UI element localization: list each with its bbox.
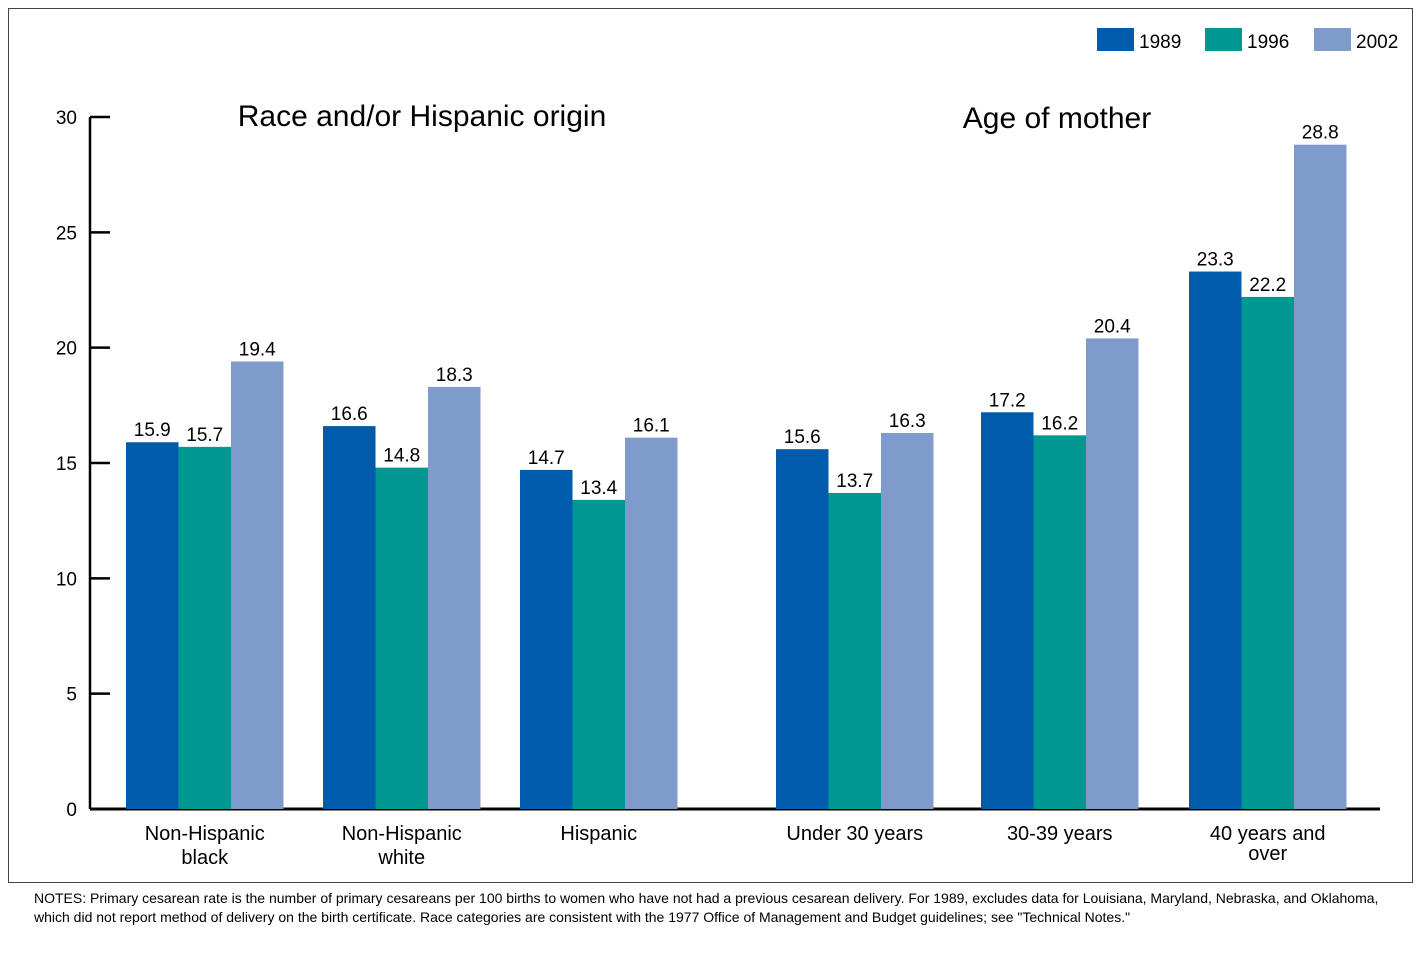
category-label-5: 30-39 years bbox=[1007, 823, 1113, 845]
data-label-2002-cat5: 20.4 bbox=[1094, 316, 1131, 337]
data-label-2002-cat4: 16.3 bbox=[889, 411, 926, 432]
bar-1996-cat3 bbox=[572, 499, 625, 809]
category-label-4: Under 30 years bbox=[786, 823, 923, 845]
bar-1996-cat5 bbox=[1033, 435, 1086, 809]
data-label-2002-cat3: 16.1 bbox=[633, 416, 670, 437]
data-label-1989-cat3: 14.7 bbox=[528, 448, 565, 469]
bar-1996-cat4 bbox=[828, 492, 881, 809]
y-tick-label-15: 15 bbox=[56, 454, 77, 475]
bar-1989-cat1 bbox=[126, 442, 179, 809]
category-label-3: Hispanic bbox=[560, 823, 637, 845]
bar-2002-cat1 bbox=[231, 361, 284, 809]
legend-swatch-1989 bbox=[1097, 28, 1134, 51]
chart-notes: NOTES: Primary cesarean rate is the numb… bbox=[34, 890, 1379, 925]
group-heading-1: Race and/or Hispanic origin bbox=[238, 100, 607, 133]
bar-1989-cat6 bbox=[1189, 271, 1242, 810]
bar-1989-cat4 bbox=[776, 449, 829, 809]
data-label-1989-cat4: 15.6 bbox=[784, 427, 821, 448]
bar-1989-cat5 bbox=[981, 412, 1034, 809]
category-label-2-line2: white bbox=[377, 847, 425, 869]
legend-swatch-1996 bbox=[1205, 28, 1242, 51]
y-tick-label-25: 25 bbox=[56, 223, 77, 244]
chart-frame bbox=[8, 8, 1413, 883]
bar-2002-cat3 bbox=[625, 437, 678, 809]
category-label-1-line1: Non-Hispanic bbox=[145, 823, 265, 845]
y-tick-label-20: 20 bbox=[56, 339, 77, 360]
y-tick-label-30: 30 bbox=[56, 108, 77, 129]
bar-2002-cat5 bbox=[1086, 338, 1139, 809]
category-label-2-line1: Non-Hispanic bbox=[342, 823, 462, 845]
data-label-1996-cat4: 13.7 bbox=[836, 471, 873, 492]
category-label-6-line1: 40 years and bbox=[1210, 823, 1326, 845]
data-label-1996-cat5: 16.2 bbox=[1041, 413, 1078, 434]
bar-2002-cat4 bbox=[881, 433, 934, 809]
legend-label-2002: 2002 bbox=[1356, 32, 1398, 53]
bar-1996-cat1 bbox=[178, 446, 231, 809]
data-label-1996-cat3: 13.4 bbox=[580, 478, 617, 499]
data-label-1989-cat5: 17.2 bbox=[989, 390, 1026, 411]
bar-2002-cat2 bbox=[428, 386, 481, 809]
data-label-1989-cat2: 16.6 bbox=[331, 404, 368, 425]
bar-chart: 0 5 10 15 20 25 30 Race and/or Hispanic origin A… bbox=[56, 28, 1398, 869]
legend-swatch-2002 bbox=[1314, 28, 1351, 51]
bar-1996-cat6 bbox=[1241, 296, 1294, 809]
data-label-1996-cat1: 15.7 bbox=[186, 425, 223, 446]
data-label-2002-cat1: 19.4 bbox=[239, 340, 276, 361]
bar-2002-cat6 bbox=[1294, 144, 1347, 809]
data-label-1989-cat6: 23.3 bbox=[1197, 250, 1234, 271]
category-label-1-line2: black bbox=[181, 847, 229, 869]
bar-1989-cat2 bbox=[323, 426, 376, 809]
legend-label-1996: 1996 bbox=[1247, 32, 1289, 53]
data-label-2002-cat6: 28.8 bbox=[1302, 123, 1339, 144]
y-tick-label-0: 0 bbox=[66, 800, 77, 821]
bar-1996-cat2 bbox=[375, 467, 428, 809]
y-tick-label-10: 10 bbox=[56, 569, 77, 590]
y-tick-label-5: 5 bbox=[66, 685, 77, 706]
bar-1989-cat3 bbox=[520, 469, 573, 809]
data-label-1989-cat1: 15.9 bbox=[134, 420, 171, 441]
data-label-2002-cat2: 18.3 bbox=[436, 365, 473, 386]
legend-label-1989: 1989 bbox=[1139, 32, 1181, 53]
group-heading-2: Age of mother bbox=[963, 102, 1151, 135]
category-label-6-line2: over bbox=[1248, 843, 1287, 865]
data-label-1996-cat6: 22.2 bbox=[1249, 275, 1286, 296]
data-label-1996-cat2: 14.8 bbox=[383, 446, 420, 467]
